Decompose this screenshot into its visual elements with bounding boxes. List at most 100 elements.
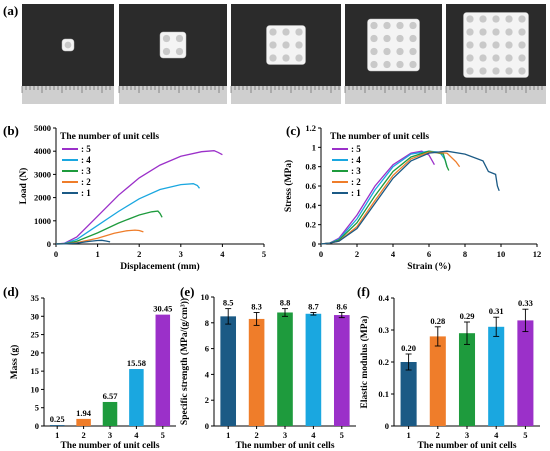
- y-tick-label: 3000: [34, 169, 51, 179]
- x-tick-label: 2: [355, 249, 359, 259]
- legend-entry: : 2: [81, 177, 91, 187]
- panel-label: (b): [3, 123, 19, 138]
- lattice-pore: [396, 47, 404, 56]
- y-tick-label: 20: [31, 348, 40, 358]
- y-axis-title: Load (N): [18, 168, 29, 205]
- series-line: [55, 183, 201, 245]
- y-tick-label: 5: [35, 403, 39, 413]
- y-axis-title: Specific strength (MPa/(g/cm³)): [179, 298, 190, 425]
- chart-d-mass: (d) 0 5 10 15 20 25 30 35 0.25 1 1.94 2 6.57 3 15.58 4 30…: [3, 284, 176, 451]
- series-line: [55, 150, 223, 245]
- lattice-pore: [518, 41, 526, 49]
- x-tick-label: 5: [161, 430, 165, 440]
- bar: [248, 318, 265, 426]
- y-tick-label: 0.4: [378, 293, 389, 303]
- y-tick-label: 0.2: [378, 357, 389, 367]
- chart-e-specific-strength: (e) 0 2 4 6 8 10 8.5 1 8.3 2 8.8 3 8.7 4 8.6 5 The number…: [179, 284, 356, 451]
- x-tick-label: 5: [340, 430, 344, 440]
- bar: [517, 320, 534, 426]
- data-label: 8.5: [223, 298, 234, 308]
- series-line: [55, 239, 111, 245]
- y-tick-label: 35: [31, 293, 40, 303]
- y-tick-label: 0.8: [305, 162, 316, 172]
- lattice-pore: [505, 54, 513, 62]
- x-tick-label: 4: [311, 430, 316, 440]
- data-label: 0.20: [401, 343, 416, 353]
- panel-label: (e): [180, 284, 194, 299]
- y-tick-label: 25: [31, 330, 40, 340]
- lattice-pore: [269, 54, 277, 62]
- bar: [400, 362, 417, 426]
- y-tick-label: 0: [385, 421, 389, 431]
- lattice-pore: [370, 21, 378, 30]
- legend-entry: : 5: [81, 144, 91, 154]
- x-tick-label: 10: [497, 249, 506, 259]
- legend-entry: : 1: [351, 188, 361, 198]
- data-label: 1.94: [76, 408, 92, 418]
- y-tick-label: 0.6: [305, 181, 316, 191]
- lattice-pore: [505, 41, 513, 49]
- lattice-pore: [479, 15, 487, 23]
- x-tick-label: 8: [463, 249, 467, 259]
- x-tick-label: 4: [494, 430, 499, 440]
- y-tick-label: 4: [205, 369, 210, 379]
- x-axis-title: Displacement (mm): [120, 261, 199, 272]
- x-tick-label: 1: [406, 430, 410, 440]
- series-line: [320, 150, 450, 245]
- y-tick-label: 0.4: [305, 200, 316, 210]
- x-axis-title: The number of unit cells: [60, 441, 159, 451]
- lattice-pore: [479, 67, 487, 75]
- lattice-pore: [383, 34, 391, 43]
- bar: [49, 425, 65, 426]
- lattice-pore: [162, 34, 171, 43]
- series-line: [320, 151, 461, 245]
- bar: [429, 336, 446, 426]
- panel-a-photos: [21, 4, 546, 104]
- y-tick-label: 15: [31, 366, 40, 376]
- lattice-pore: [396, 21, 404, 30]
- lattice-pore: [295, 54, 303, 62]
- y-tick-label: 4000: [34, 146, 51, 156]
- x-axis-title: The number of unit cells: [417, 441, 516, 451]
- lattice-specimen: [159, 31, 187, 59]
- x-tick-label: 0: [319, 249, 323, 259]
- x-tick-label: 2: [81, 430, 85, 440]
- data-label: 15.58: [127, 358, 146, 368]
- y-tick-label: 10: [31, 384, 40, 394]
- lattice-pore: [518, 28, 526, 36]
- ruler-strip: [231, 86, 341, 104]
- legend-entry: : 3: [81, 166, 91, 176]
- data-label: 8.7: [308, 301, 319, 311]
- lattice-pore: [396, 34, 404, 43]
- series-line: [320, 150, 448, 245]
- data-label: 0.29: [460, 311, 475, 321]
- y-tick-label: 2: [205, 395, 209, 405]
- y-tick-label: 0: [205, 421, 209, 431]
- ruler-strip: [345, 86, 442, 104]
- legend-entry: : 2: [351, 177, 361, 187]
- lattice-pore: [175, 47, 184, 56]
- lattice-pore: [492, 41, 500, 49]
- bar: [488, 326, 505, 426]
- y-tick-label: 0.1: [378, 389, 389, 399]
- x-tick-label: 5: [262, 249, 266, 259]
- lattice-pore: [492, 67, 500, 75]
- panel-a-label: (a): [3, 3, 18, 18]
- legend-entry: : 1: [81, 188, 91, 198]
- y-tick-label: 0: [47, 239, 51, 249]
- bar: [102, 401, 118, 426]
- y-axis-title: Elastic modulus (MPa): [359, 316, 370, 409]
- legend-entry: : 4: [351, 155, 361, 165]
- y-tick-label: 0.2: [305, 220, 316, 230]
- lattice-pore: [383, 47, 391, 56]
- chart-f-elastic-modulus: (f) 0 0.1 0.2 0.3 0.4 0.20 1 0.28 2 0.29 3 0.31 4 0.33…: [357, 284, 540, 451]
- lattice-pore: [383, 21, 391, 30]
- lattice-pore: [505, 28, 513, 36]
- y-tick-label: 1000: [34, 216, 51, 226]
- y-tick-label: 5000: [34, 123, 51, 133]
- x-tick-label: 1: [226, 430, 230, 440]
- lattice-pore: [466, 28, 474, 36]
- lattice-pore: [282, 54, 290, 62]
- lattice-pore: [466, 54, 474, 62]
- lattice-pore: [409, 47, 417, 56]
